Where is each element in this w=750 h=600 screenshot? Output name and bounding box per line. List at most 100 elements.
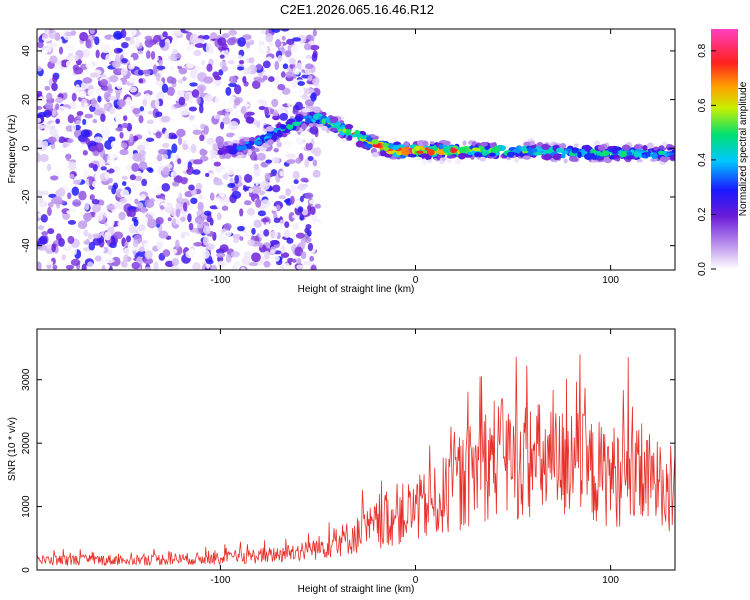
noise-blob xyxy=(89,29,96,34)
y-tick-label: 0 xyxy=(21,145,32,151)
noise-blob xyxy=(170,97,176,106)
noise-blob xyxy=(89,72,99,78)
noise-blob xyxy=(231,264,237,270)
noise-blob xyxy=(74,55,79,61)
ridge-blob xyxy=(391,137,398,142)
noise-blob xyxy=(47,228,55,235)
noise-blob xyxy=(224,112,230,118)
noise-blob xyxy=(159,205,165,210)
noise-blob xyxy=(286,237,294,244)
noise-blob xyxy=(301,208,309,216)
noise-blob xyxy=(289,195,295,205)
noise-blob xyxy=(253,219,262,228)
noise-blob xyxy=(180,216,186,222)
noise-blob xyxy=(299,195,304,203)
y-tick-label: 2000 xyxy=(21,432,32,455)
noise-blob xyxy=(225,107,233,113)
noise-blob xyxy=(141,178,148,187)
noise-blob xyxy=(229,177,234,185)
x-tick-label: 0 xyxy=(413,575,419,586)
noise-blob xyxy=(172,30,182,37)
noise-blob xyxy=(171,257,180,267)
noise-blob xyxy=(127,29,137,37)
noise-blob xyxy=(120,189,130,198)
noise-blob xyxy=(241,255,251,266)
noise-blob xyxy=(43,260,54,266)
ridge-blob xyxy=(528,146,533,153)
noise-blob xyxy=(279,112,288,121)
noise-blob xyxy=(287,257,294,263)
noise-blob xyxy=(274,75,280,86)
noise-blob xyxy=(132,239,139,248)
noise-blob xyxy=(307,204,312,212)
noise-blob xyxy=(203,125,209,135)
noise-blob xyxy=(113,231,124,240)
noise-blob xyxy=(100,85,110,91)
noise-blob xyxy=(70,100,77,110)
noise-blob xyxy=(87,233,93,240)
noise-blob xyxy=(80,82,88,89)
noise-blob xyxy=(161,183,171,192)
noise-blob xyxy=(37,65,43,72)
noise-blob xyxy=(244,200,252,206)
noise-blob xyxy=(198,195,204,200)
ridge-blob xyxy=(426,148,435,156)
noise-blob xyxy=(169,266,180,270)
noise-blob xyxy=(71,186,80,196)
noise-blob xyxy=(184,191,193,198)
noise-blob xyxy=(82,118,87,125)
noise-blob xyxy=(47,136,57,144)
spectrogram-panel: -100 0 100 -40 -20 0 20 40 Height of straight l… xyxy=(7,28,676,295)
noise-blob xyxy=(310,264,317,270)
noise-blob xyxy=(112,147,120,153)
noise-blob xyxy=(138,246,145,253)
noise-blob xyxy=(202,34,210,40)
noise-blob xyxy=(192,129,202,136)
spectrogram-y-axis-label: Frequency (Hz) xyxy=(7,115,18,184)
noise-blob xyxy=(172,181,180,187)
noise-blob xyxy=(62,142,68,148)
noise-blob xyxy=(192,169,201,175)
ridge-blob xyxy=(229,148,238,155)
ridge-blob xyxy=(637,151,642,158)
colorbar-label: Normalized spectral amplitude xyxy=(738,81,749,216)
y-tick-label: 0 xyxy=(21,567,32,573)
ridge-blob xyxy=(546,148,553,153)
noise-blob xyxy=(121,181,127,186)
noise-blob xyxy=(220,121,225,130)
noise-blob xyxy=(269,240,280,245)
noise-blob xyxy=(177,158,182,165)
noise-blob xyxy=(152,186,163,196)
noise-blob xyxy=(246,124,256,129)
noise-blob xyxy=(49,42,59,47)
noise-blob xyxy=(291,79,298,88)
ridge-blob xyxy=(243,138,250,142)
ridge-blob xyxy=(354,133,363,138)
ridge-blob xyxy=(277,131,283,138)
noise-blob xyxy=(204,210,212,216)
noise-blob xyxy=(221,33,230,39)
noise-blob xyxy=(256,99,267,104)
noise-blob xyxy=(279,170,285,177)
noise-blob xyxy=(255,198,262,208)
noise-blob xyxy=(217,260,226,268)
noise-blob xyxy=(185,250,195,259)
noise-blob xyxy=(197,222,204,229)
noise-blob xyxy=(273,217,281,224)
noise-blob xyxy=(105,53,112,63)
noise-blob xyxy=(269,230,279,239)
noise-blob xyxy=(193,159,203,165)
noise-blob xyxy=(271,157,280,164)
noise-blob xyxy=(248,262,258,267)
noise-blob xyxy=(155,216,164,225)
noise-blob xyxy=(280,245,286,254)
noise-blob xyxy=(56,129,64,135)
noise-blob xyxy=(308,199,318,205)
spectrogram-image xyxy=(37,29,675,270)
noise-blob xyxy=(72,179,81,185)
noise-blob xyxy=(175,208,181,218)
spectrogram-axes: -100 0 100 -40 -20 0 20 40 xyxy=(21,29,675,286)
noise-blob xyxy=(122,115,128,122)
noise-blob xyxy=(58,46,64,55)
noise-blob xyxy=(214,75,222,81)
